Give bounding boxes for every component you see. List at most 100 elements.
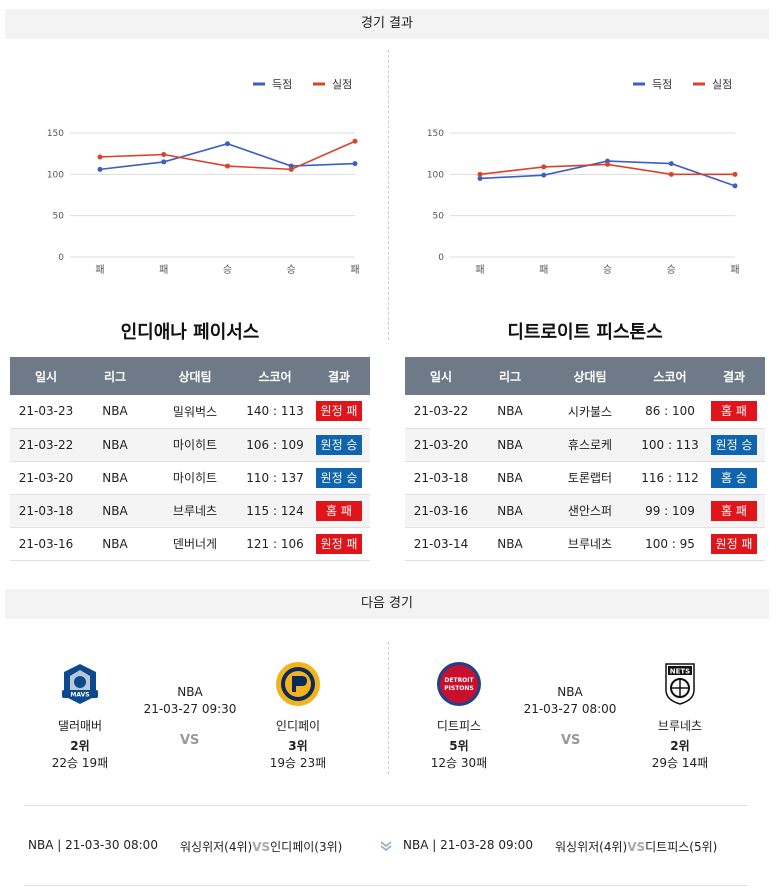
- next-right-away-team[interactable]: NETS 브루네츠 2위 29승 14패: [640, 660, 720, 771]
- cell-result: 원정 승: [308, 428, 370, 462]
- x-tick-label: 패: [475, 264, 484, 276]
- cell-league: NBA: [477, 461, 543, 495]
- svg-text:NETS: NETS: [670, 668, 690, 676]
- header-opponent: 상대팀: [148, 357, 242, 395]
- table-row: 21-03-16 NBA 덴버너게 121 : 106 원정 패: [10, 527, 370, 561]
- bottom-left-matchup[interactable]: 워싱위저(4위)VS인디페이(3위): [180, 838, 342, 855]
- cell-date: 21-03-18: [10, 494, 82, 528]
- bottom-right-schedule[interactable]: NBA | 21-03-28 09:00: [403, 838, 533, 852]
- table-row: 21-03-23 NBA 밀워벅스 140 : 113 원정 패: [10, 395, 370, 429]
- cell-score: 100 : 95: [637, 527, 703, 561]
- cell-date: 21-03-16: [405, 494, 477, 528]
- results-section-header: 경기 결과: [5, 9, 769, 39]
- bottom-right-matchup[interactable]: 워싱위저(4위)VS디트피스(5위): [555, 838, 717, 855]
- cell-league: NBA: [82, 527, 148, 561]
- data-point: [288, 166, 294, 172]
- league-label: NBA: [177, 685, 203, 699]
- cell-score: 115 : 124: [242, 494, 308, 528]
- nets-logo-icon: NETS: [665, 663, 695, 705]
- y-tick-label: 0: [438, 253, 444, 263]
- x-tick-label: 승: [667, 264, 676, 276]
- data-point: [732, 183, 738, 189]
- vertical-divider: [388, 50, 389, 340]
- header-score: 스코어: [637, 357, 703, 395]
- data-point: [541, 164, 547, 170]
- cell-date: 21-03-23: [10, 395, 82, 429]
- legend-label-score: 득점: [652, 78, 672, 91]
- cell-score: 100 : 113: [637, 428, 703, 462]
- cell-score: 116 : 112: [637, 461, 703, 495]
- y-tick-label: 50: [433, 212, 445, 222]
- matchup-vs: VS: [252, 840, 271, 854]
- cell-result: 홈 승: [703, 461, 765, 495]
- data-point: [541, 172, 547, 178]
- x-tick-label: 패: [95, 264, 104, 276]
- y-tick-label: 150: [47, 129, 64, 139]
- table-row: 21-03-14 NBA 브루네츠 100 : 95 원정 패: [405, 527, 765, 561]
- expand-chevron-icon[interactable]: [380, 840, 392, 854]
- data-point: [352, 138, 358, 144]
- cell-opponent: 토론랩터: [543, 461, 637, 495]
- schedule-info: NBA | 21-03-30 08:00: [28, 838, 158, 852]
- bottom-left-schedule[interactable]: NBA | 21-03-30 08:00: [28, 838, 158, 852]
- next-right-info: NBA 21-03-27 08:00: [520, 685, 620, 716]
- data-point: [477, 175, 483, 181]
- league-label: NBA: [557, 685, 583, 699]
- data-point: [161, 159, 167, 165]
- result-badge: 원정 승: [316, 434, 362, 455]
- left-team-title: 인디애나 페이서스: [120, 322, 260, 343]
- table-row: 21-03-20 NBA 휴스로케 100 : 113 원정 승: [405, 428, 765, 462]
- team-rank: 3위: [288, 739, 308, 753]
- data-point: [732, 171, 738, 177]
- cell-opponent: 샌안스퍼: [543, 494, 637, 528]
- data-point: [97, 166, 103, 172]
- table-row: 21-03-18 NBA 브루네츠 115 : 124 홈 패: [10, 494, 370, 528]
- vertical-divider-next: [388, 642, 389, 774]
- cell-result: 홈 패: [308, 494, 370, 528]
- cell-result: 원정 승: [703, 428, 765, 462]
- data-point: [668, 171, 674, 177]
- cell-league: NBA: [477, 428, 543, 462]
- bottom-divider-bottom: [25, 885, 747, 886]
- x-tick-label: 패: [730, 264, 739, 276]
- next-left-away-team[interactable]: 인디페이 3위 19승 23패: [258, 660, 338, 771]
- matchup-team-a: 워싱위저(4위): [180, 840, 253, 854]
- cell-score: 110 : 137: [242, 461, 308, 495]
- svg-text:MAVS: MAVS: [70, 692, 89, 699]
- next-left-info: NBA 21-03-27 09:30: [140, 685, 240, 716]
- y-tick-label: 0: [58, 253, 64, 263]
- matchup-team-b: 디트피스(5위): [645, 840, 718, 854]
- cell-league: NBA: [82, 494, 148, 528]
- cell-league: NBA: [82, 461, 148, 495]
- matchup-team-a: 워싱위저(4위): [555, 840, 628, 854]
- header-score: 스코어: [242, 357, 308, 395]
- cell-opponent: 브루네츠: [543, 527, 637, 561]
- x-tick-label: 승: [223, 264, 232, 276]
- x-tick-label: 승: [287, 264, 296, 276]
- left-team-chart: 득점 실점 0 50 100 150 패 패 승 승 패: [20, 70, 370, 280]
- cell-opponent: 마이히트: [148, 461, 242, 495]
- result-badge: 원정 승: [711, 434, 757, 455]
- next-left-home-team[interactable]: MAVS 댈러매버 2위 22승 19패: [40, 660, 120, 771]
- cell-result: 홈 패: [703, 395, 765, 429]
- right-team-chart: 득점 실점 0 50 100 150 패 패 승 승 패: [400, 70, 750, 280]
- cell-date: 21-03-20: [10, 461, 82, 495]
- cell-result: 원정 승: [308, 461, 370, 495]
- x-tick-label: 패: [159, 264, 168, 276]
- data-point: [605, 161, 610, 167]
- cell-league: NBA: [477, 395, 543, 429]
- pacers-logo-icon: [276, 662, 320, 706]
- y-tick-label: 150: [427, 129, 444, 139]
- vs-label: VS: [180, 733, 200, 748]
- next-right-home-team[interactable]: DETROIT PISTONS 디트피스 5위 12승 30패: [419, 660, 499, 771]
- cell-result: 원정 패: [308, 527, 370, 561]
- svg-text:PISTONS: PISTONS: [444, 685, 474, 692]
- cell-league: NBA: [477, 494, 543, 528]
- legend-label-score: 득점: [272, 78, 292, 91]
- result-badge: 원정 패: [316, 533, 362, 554]
- header-date: 일시: [405, 357, 477, 395]
- result-badge: 홈 승: [711, 467, 757, 488]
- cell-score: 121 : 106: [242, 527, 308, 561]
- vs-label: VS: [561, 733, 581, 748]
- cell-opponent: 휴스로케: [543, 428, 637, 462]
